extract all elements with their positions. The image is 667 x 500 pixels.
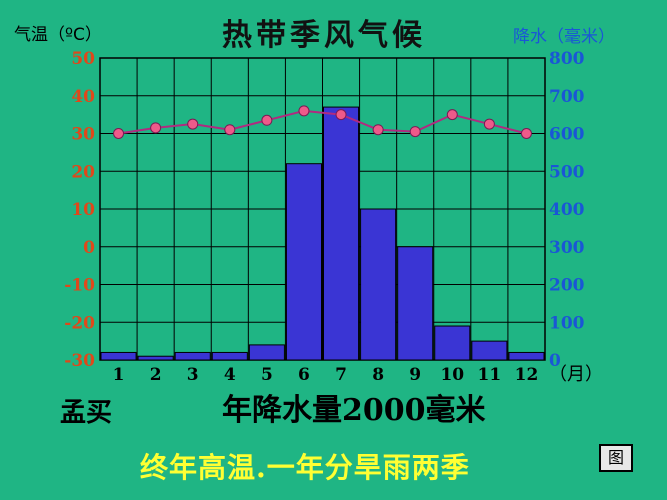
- grid: [99, 57, 546, 361]
- temp-tick-label: 50: [71, 49, 95, 69]
- precip-bar-12: [508, 351, 545, 361]
- month-tick-label: 9: [409, 365, 421, 385]
- precip-bar-9: [397, 246, 434, 361]
- precip-tick-label: 300: [549, 238, 585, 258]
- temperature-line: [113, 105, 532, 139]
- temperature-tick-labels: 50 40 30 20 10 0 -10 -20 -30: [64, 49, 95, 371]
- chart-title: 热带季风气候: [222, 18, 426, 53]
- temperature-line-path: [118, 109, 527, 135]
- precip-bar-1: [100, 351, 137, 361]
- temp-tick-label: 0: [83, 238, 95, 258]
- precipitation-bars: [100, 106, 545, 361]
- temp-point-3: [187, 118, 199, 130]
- month-tick-label: 12: [515, 365, 539, 385]
- precip-bar-10: [434, 325, 471, 361]
- temp-tick-label: -30: [64, 351, 95, 371]
- temp-point-11: [483, 118, 495, 130]
- temp-point-10: [446, 109, 458, 121]
- precip-bar-4: [211, 351, 248, 361]
- month-tick-label: 1: [113, 365, 125, 385]
- precipitation-axis-label: 降水（毫米）: [513, 27, 615, 47]
- temp-tick-label: 10: [71, 200, 95, 220]
- precip-bar-7: [323, 106, 360, 361]
- month-tick-label: 10: [440, 365, 464, 385]
- precip-tick-label: 500: [549, 162, 585, 182]
- month-tick-label: 8: [372, 365, 384, 385]
- temp-tick-label: -10: [64, 276, 95, 296]
- precip-tick-label: 800: [549, 49, 585, 69]
- precipitation-tick-labels: 800 700 600 500 400 300 200 100 0: [549, 49, 585, 371]
- annual-precipitation-label: 年降水量2000毫米: [222, 393, 486, 428]
- month-unit-label: （月）: [549, 364, 603, 385]
- precip-bar-6: [285, 163, 322, 361]
- precip-tick-label: 700: [549, 87, 585, 107]
- precip-tick-label: 0: [549, 351, 561, 371]
- temp-tick-label: 40: [71, 87, 95, 107]
- temp-point-6: [298, 105, 310, 117]
- city-label: 孟买: [60, 398, 113, 428]
- temp-point-7: [335, 109, 347, 121]
- temp-tick-label: 20: [71, 162, 95, 182]
- temp-point-5: [261, 114, 273, 126]
- temp-point-2: [150, 122, 162, 134]
- precip-tick-label: 400: [549, 200, 585, 220]
- month-tick-label: 2: [150, 365, 162, 385]
- precip-bar-11: [471, 340, 508, 361]
- precip-bar-3: [174, 351, 211, 361]
- month-tick-label: 4: [224, 365, 236, 385]
- temp-point-8: [372, 124, 384, 136]
- temp-point-12: [520, 128, 532, 139]
- temperature-axis-label: 气温（ºC）: [14, 25, 102, 45]
- month-tick-label: 7: [335, 365, 347, 385]
- precip-bar-5: [248, 344, 285, 361]
- month-tick-label: 11: [478, 365, 502, 385]
- precip-bar-8: [360, 208, 397, 361]
- climate-caption: 终年高温.一年分旱雨两季: [140, 451, 470, 484]
- month-tick-labels: 1 2 3 4 5 6 7 8 9 10 11 12: [113, 365, 539, 385]
- month-tick-label: 3: [187, 365, 199, 385]
- precip-bar-2: [137, 355, 174, 361]
- temp-point-1: [113, 128, 125, 139]
- month-tick-label: 5: [261, 365, 273, 385]
- precip-tick-label: 100: [549, 313, 585, 333]
- month-tick-label: 6: [298, 365, 310, 385]
- precip-tick-label: 600: [549, 125, 585, 145]
- figure-button[interactable]: 图: [599, 444, 633, 472]
- temp-tick-label: -20: [64, 313, 95, 333]
- temp-point-9: [409, 126, 421, 138]
- temp-point-4: [224, 124, 236, 136]
- temp-tick-label: 30: [71, 125, 95, 145]
- precip-tick-label: 200: [549, 276, 585, 296]
